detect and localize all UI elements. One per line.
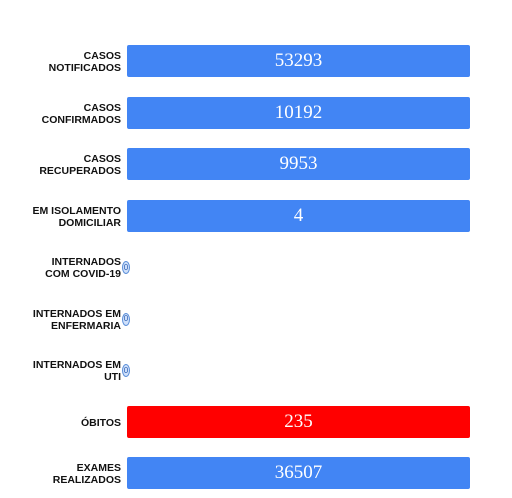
zero-value-marker: 0 — [122, 364, 130, 377]
category-label: ÓBITOS — [80, 416, 121, 429]
bar-value-label: 4 — [293, 204, 304, 226]
bar-value-label: 235 — [284, 410, 313, 432]
bar-value-label: 53293 — [274, 50, 323, 71]
bar-value-label: 0 — [123, 314, 129, 323]
bar: 9953 — [127, 148, 470, 180]
bar: 10192 — [127, 96, 470, 129]
bar-value-label: 10192 — [274, 101, 323, 123]
bar: 4 — [127, 199, 470, 232]
zero-value-marker: 0 — [122, 312, 130, 326]
bar: 53293 — [127, 45, 470, 77]
bar-value-label: 36507 — [274, 462, 323, 483]
category-label: INTERNADOS EM UTI — [32, 359, 121, 383]
bar-value-label: 9953 — [279, 153, 318, 174]
category-label: EXAMES REALIZADOS — [52, 462, 121, 486]
category-label: EM ISOLAMENTO DOMICILIAR — [32, 204, 121, 229]
category-label: CASOS CONFIRMADOS — [41, 101, 121, 126]
bar-value-label: 0 — [123, 365, 129, 375]
zero-value-marker: 0 — [122, 261, 130, 274]
category-label: INTERNADOS EM ENFERMARIA — [32, 307, 121, 332]
category-label: CASOS RECUPERADOS — [39, 153, 121, 177]
bar: 36507 — [127, 457, 470, 489]
bar: 235 — [127, 405, 470, 438]
bar-value-label: 0 — [123, 262, 129, 272]
category-label: INTERNADOS COM COVID-19 — [45, 256, 121, 280]
category-label: CASOS NOTIFICADOS — [48, 50, 121, 74]
